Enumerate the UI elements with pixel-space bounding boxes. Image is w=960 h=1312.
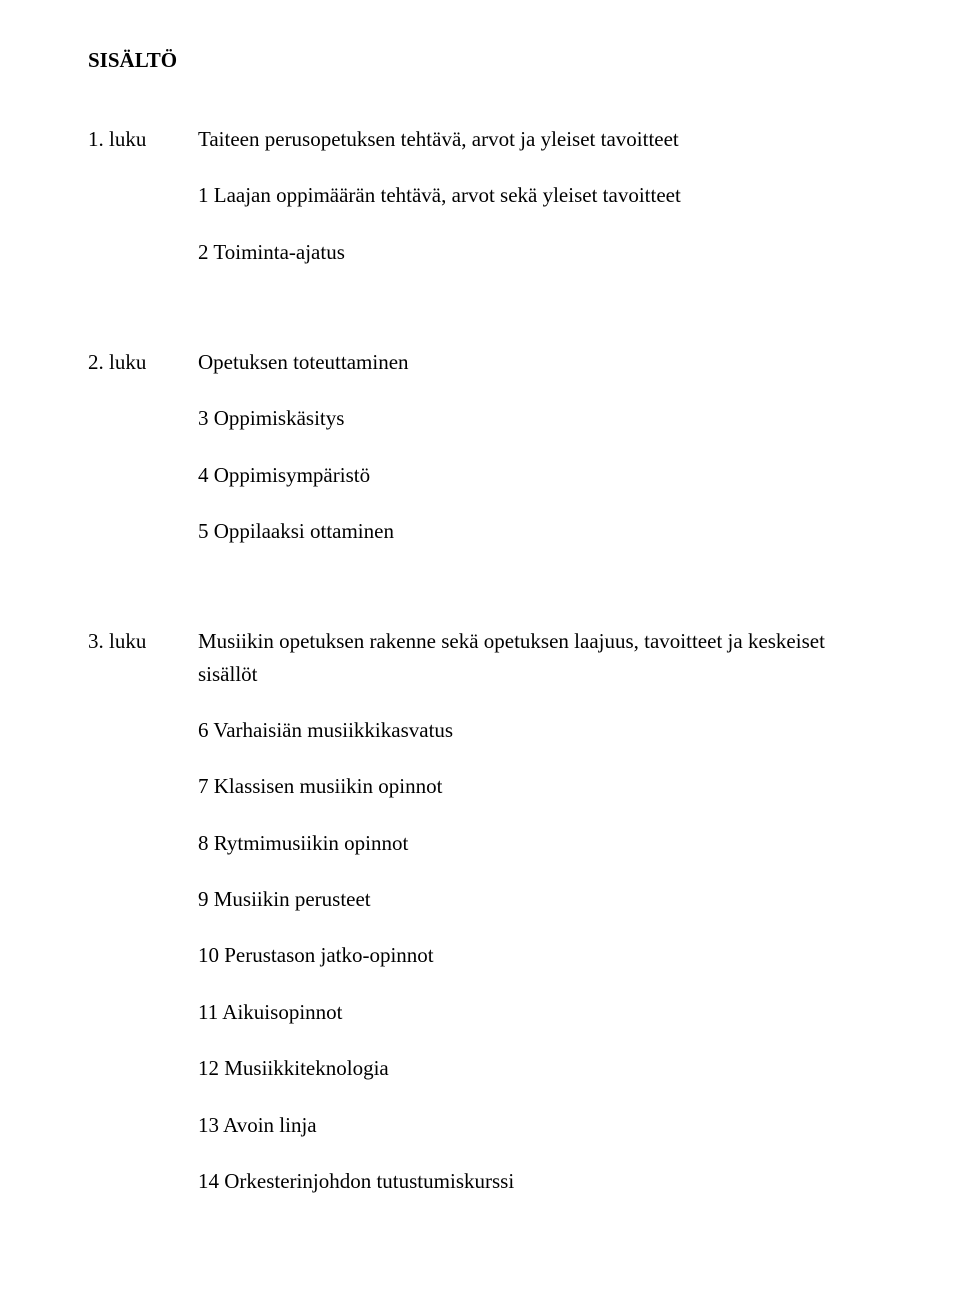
toc-item: 14 Orkesterinjohdon tutustumiskurssi <box>198 1167 872 1195</box>
toc-item: 12 Musiikkiteknologia <box>198 1054 872 1082</box>
toc-item: 1 Laajan oppimäärän tehtävä, arvot sekä … <box>198 181 872 209</box>
toc-item: 9 Musiikin perusteet <box>198 885 872 913</box>
chapter-3-label: 3. luku <box>88 627 198 655</box>
chapter-3-heading-line2: sisällöt <box>198 660 872 688</box>
toc-item: 13 Avoin linja <box>198 1111 872 1139</box>
toc-item: 10 Perustason jatko-opinnot <box>198 941 872 969</box>
toc-item: 11 Aikuisopinnot <box>198 998 872 1026</box>
page-title: SISÄLTÖ <box>88 48 872 73</box>
chapter-1-label: 1. luku <box>88 125 198 153</box>
chapter-2-label: 2. luku <box>88 348 198 376</box>
toc-item: 2 Toiminta-ajatus <box>198 238 872 266</box>
toc-chapter-2: 2. luku Opetuksen toteuttaminen 3 Oppimi… <box>88 348 872 573</box>
toc-chapter-1: 1. luku Taiteen perusopetuksen tehtävä, … <box>88 125 872 294</box>
toc-item: 6 Varhaisiän musiikkikasvatus <box>198 716 872 744</box>
toc-item: 3 Oppimiskäsitys <box>198 404 872 432</box>
toc-chapter-3: 3. luku Musiikin opetuksen rakenne sekä … <box>88 627 872 1223</box>
chapter-2-heading: Opetuksen toteuttaminen <box>198 348 872 376</box>
toc-item: 7 Klassisen musiikin opinnot <box>198 772 872 800</box>
toc-item: 8 Rytmimusiikin opinnot <box>198 829 872 857</box>
chapter-1-heading: Taiteen perusopetuksen tehtävä, arvot ja… <box>198 125 872 153</box>
chapter-3-heading-line1: Musiikin opetuksen rakenne sekä opetukse… <box>198 627 872 655</box>
toc-item: 5 Oppilaaksi ottaminen <box>198 517 872 545</box>
toc-item: 4 Oppimisympäristö <box>198 461 872 489</box>
